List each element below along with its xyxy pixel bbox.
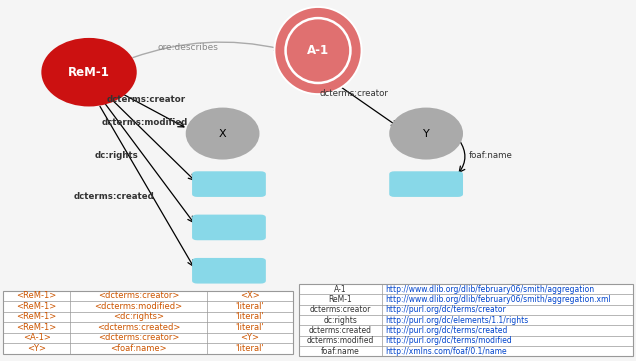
Text: <A-1>: <A-1> <box>23 334 50 343</box>
Text: http://purl.org/dc/terms/modified: http://purl.org/dc/terms/modified <box>385 336 511 345</box>
Text: dcterms:modified: dcterms:modified <box>102 118 188 126</box>
Text: <ReM-1>: <ReM-1> <box>17 291 57 300</box>
Text: X: X <box>219 129 226 139</box>
FancyBboxPatch shape <box>192 214 266 240</box>
Ellipse shape <box>389 108 463 160</box>
FancyBboxPatch shape <box>192 171 266 197</box>
Text: http://purl.org/dc/elements/1.1/rights: http://purl.org/dc/elements/1.1/rights <box>385 316 528 325</box>
Text: <Y>: <Y> <box>27 344 46 353</box>
Text: A-1: A-1 <box>334 285 347 294</box>
Text: 'literal': 'literal' <box>235 344 264 353</box>
Text: dc:rights: dc:rights <box>323 316 357 325</box>
FancyBboxPatch shape <box>389 171 463 197</box>
Text: A-1: A-1 <box>307 44 329 57</box>
Text: dcterms:creator: dcterms:creator <box>319 90 388 98</box>
Text: http://xmlns.com/foaf/0.1/name: http://xmlns.com/foaf/0.1/name <box>385 347 506 356</box>
Ellipse shape <box>186 108 259 160</box>
FancyBboxPatch shape <box>192 258 266 284</box>
Text: 'literal': 'literal' <box>235 312 264 321</box>
Text: <foaf:name>: <foaf:name> <box>110 344 167 353</box>
Text: Y: Y <box>423 129 429 139</box>
Text: <X>: <X> <box>240 291 259 300</box>
Bar <box>299 284 633 356</box>
Text: <Y>: <Y> <box>240 334 259 343</box>
Text: http://purl.org/dc/terms/creator: http://purl.org/dc/terms/creator <box>385 305 506 314</box>
Text: dcterms:creator: dcterms:creator <box>310 305 371 314</box>
Ellipse shape <box>41 38 137 106</box>
Text: <ReM-1>: <ReM-1> <box>17 302 57 311</box>
Ellipse shape <box>284 17 352 84</box>
Text: 'literal': 'literal' <box>235 323 264 332</box>
Text: <dcterms:created>: <dcterms:created> <box>97 323 180 332</box>
Text: <dc:rights>: <dc:rights> <box>113 312 164 321</box>
Text: dcterms:created: dcterms:created <box>308 326 372 335</box>
Text: dcterms:creator: dcterms:creator <box>107 95 186 104</box>
Text: ore:describes: ore:describes <box>157 43 218 52</box>
Text: <ReM-1>: <ReM-1> <box>17 323 57 332</box>
Text: 'literal': 'literal' <box>235 302 264 311</box>
Text: http://www.dlib.org/dlib/february06/smith/aggregation: http://www.dlib.org/dlib/february06/smit… <box>385 285 594 294</box>
Bar <box>3 291 293 354</box>
Text: foaf:name: foaf:name <box>469 152 513 160</box>
Ellipse shape <box>275 8 361 93</box>
Text: http://www.dlib.org/dlib/february06/smith/aggregation.xml: http://www.dlib.org/dlib/february06/smit… <box>385 295 611 304</box>
Text: ReM-1: ReM-1 <box>68 66 110 79</box>
Text: dcterms:created: dcterms:created <box>73 192 154 201</box>
Text: <dcterms:creator>: <dcterms:creator> <box>98 334 179 343</box>
Text: dc:rights: dc:rights <box>94 151 138 160</box>
Ellipse shape <box>287 19 349 82</box>
Text: http://purl.org/dc/terms/created: http://purl.org/dc/terms/created <box>385 326 507 335</box>
Text: <ReM-1>: <ReM-1> <box>17 312 57 321</box>
Text: <dcterms:creator>: <dcterms:creator> <box>98 291 179 300</box>
Text: dcterms:modified: dcterms:modified <box>307 336 374 345</box>
Ellipse shape <box>273 6 363 95</box>
Text: ReM-1: ReM-1 <box>328 295 352 304</box>
Text: <dcterms:modified>: <dcterms:modified> <box>94 302 183 311</box>
Text: foaf:name: foaf:name <box>321 347 359 356</box>
